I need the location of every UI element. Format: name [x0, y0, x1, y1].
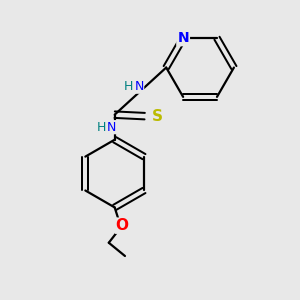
Text: H: H	[124, 80, 133, 93]
Text: O: O	[116, 218, 128, 233]
Text: N: N	[177, 31, 189, 45]
Text: N: N	[107, 121, 116, 134]
Text: S: S	[152, 109, 163, 124]
Text: H: H	[97, 121, 106, 134]
Text: N: N	[134, 80, 144, 93]
